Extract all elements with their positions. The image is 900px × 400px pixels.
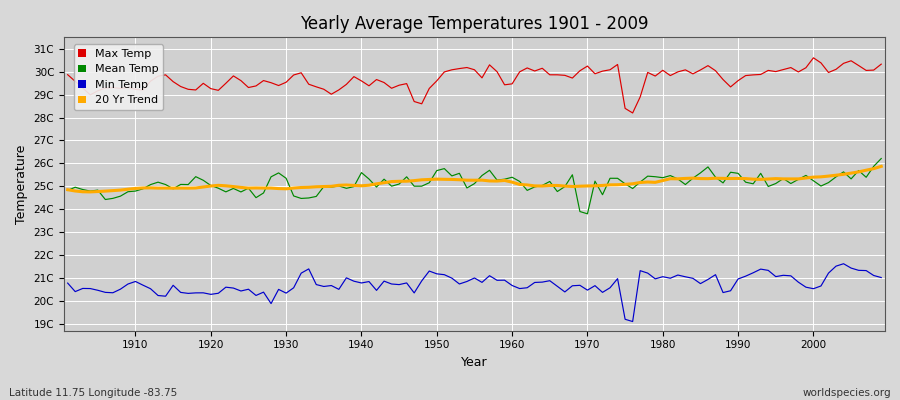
Text: worldspecies.org: worldspecies.org [803,388,891,398]
Y-axis label: Temperature: Temperature [15,144,28,224]
Title: Yearly Average Temperatures 1901 - 2009: Yearly Average Temperatures 1901 - 2009 [301,15,649,33]
X-axis label: Year: Year [461,356,488,369]
Legend: Max Temp, Mean Temp, Min Temp, 20 Yr Trend: Max Temp, Mean Temp, Min Temp, 20 Yr Tre… [74,44,163,110]
Text: Latitude 11.75 Longitude -83.75: Latitude 11.75 Longitude -83.75 [9,388,177,398]
